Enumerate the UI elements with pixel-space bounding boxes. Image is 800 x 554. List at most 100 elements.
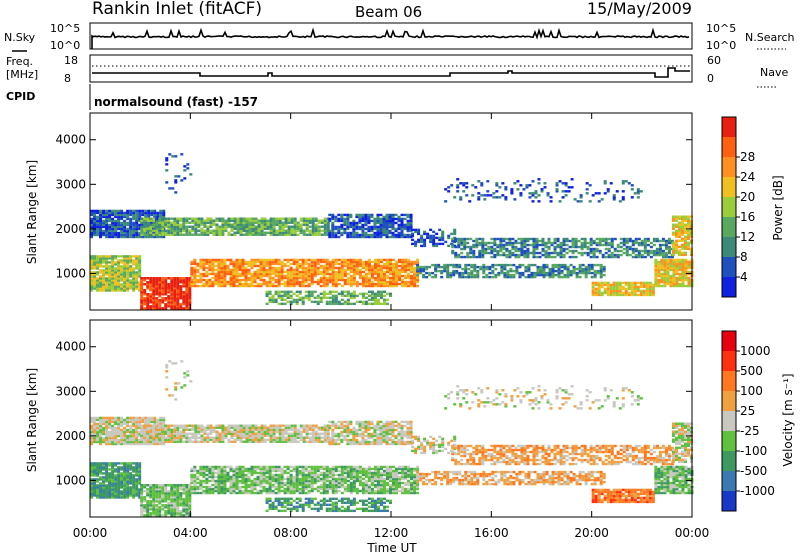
power-cell bbox=[138, 231, 142, 235]
velocity-cell bbox=[290, 440, 294, 443]
power-cell bbox=[108, 227, 112, 231]
velocity-cell bbox=[164, 428, 168, 431]
power-cell bbox=[147, 231, 151, 235]
power-cell bbox=[183, 169, 187, 172]
power-cell bbox=[149, 229, 153, 232]
power-cell bbox=[438, 242, 442, 246]
power-cell bbox=[322, 260, 326, 264]
power-cell bbox=[129, 217, 133, 221]
power-cell bbox=[382, 284, 386, 288]
power-cell bbox=[262, 278, 266, 282]
power-cell bbox=[188, 299, 192, 302]
power-cell bbox=[531, 200, 535, 203]
power-cell bbox=[671, 251, 675, 255]
nsearch-tick-bottom: 10^0 bbox=[706, 39, 736, 52]
power-cell bbox=[542, 275, 546, 279]
power-cell bbox=[174, 181, 178, 184]
power-cell bbox=[553, 241, 557, 245]
power-cell bbox=[230, 227, 234, 230]
velocity-cell bbox=[281, 430, 285, 433]
power-cell bbox=[457, 241, 461, 245]
power-cell bbox=[99, 209, 103, 213]
power-cell bbox=[162, 213, 166, 217]
power-cell bbox=[519, 184, 523, 187]
power-cell bbox=[269, 231, 273, 234]
power-cell bbox=[224, 227, 228, 230]
power-cell bbox=[457, 237, 461, 241]
power-cell bbox=[114, 273, 118, 276]
power-cell bbox=[232, 278, 236, 282]
power-cell bbox=[343, 282, 347, 286]
power-cell bbox=[532, 255, 536, 259]
power-cell bbox=[256, 270, 260, 274]
power-cell bbox=[361, 223, 365, 227]
velocity-cell bbox=[254, 438, 258, 441]
power-cell bbox=[114, 289, 118, 292]
power-cell bbox=[491, 263, 495, 267]
power-cell bbox=[123, 219, 127, 223]
velocity-cell bbox=[96, 430, 100, 434]
power-cell bbox=[680, 227, 684, 230]
power-cell bbox=[401, 268, 405, 272]
power-cell bbox=[606, 283, 610, 287]
velocity-cell bbox=[236, 434, 240, 437]
power-cell bbox=[446, 265, 450, 269]
power-cell bbox=[322, 268, 326, 272]
power-cell bbox=[548, 275, 552, 279]
power-cell bbox=[220, 280, 224, 284]
power-cell bbox=[143, 221, 147, 224]
power-cell bbox=[289, 272, 293, 276]
velocity-cell bbox=[147, 416, 151, 420]
power-cell bbox=[331, 213, 335, 217]
power-cell bbox=[612, 285, 616, 289]
velocity-cell bbox=[105, 428, 109, 432]
power-cell bbox=[624, 291, 628, 295]
power-cell bbox=[547, 245, 551, 249]
power-cell bbox=[316, 294, 320, 298]
power-cell bbox=[407, 260, 411, 264]
power-cell bbox=[680, 251, 684, 255]
power-cell bbox=[174, 155, 178, 158]
power-cell bbox=[666, 260, 670, 264]
power-cell bbox=[560, 265, 564, 269]
power-cell bbox=[392, 264, 396, 268]
velocity-cell bbox=[93, 426, 97, 430]
velocity-cell bbox=[251, 424, 255, 427]
power-cell bbox=[129, 221, 133, 225]
power-cell bbox=[164, 293, 168, 296]
power-cell bbox=[269, 225, 273, 228]
power-cell bbox=[373, 284, 377, 288]
power-cell bbox=[334, 270, 338, 274]
velocity-cell bbox=[176, 438, 180, 441]
power-cell bbox=[669, 258, 673, 262]
power-cell bbox=[135, 227, 139, 231]
power-cell bbox=[586, 247, 590, 251]
velocity-cell bbox=[299, 434, 303, 437]
power-cell bbox=[671, 219, 675, 222]
power-cell bbox=[202, 266, 206, 270]
power-cell bbox=[652, 237, 656, 241]
power-cell bbox=[129, 285, 133, 288]
power-cell bbox=[331, 300, 335, 304]
power-cell bbox=[149, 295, 153, 298]
power-cell bbox=[482, 275, 486, 279]
power-cell bbox=[432, 240, 436, 244]
power-cell bbox=[578, 265, 582, 269]
power-cell bbox=[293, 227, 297, 230]
power-cell bbox=[140, 281, 144, 284]
power-cell bbox=[604, 251, 608, 255]
power-cell bbox=[183, 177, 187, 180]
power-cell bbox=[161, 217, 165, 220]
velocity-cell bbox=[120, 434, 124, 438]
power-cell bbox=[520, 241, 524, 245]
power-cell bbox=[221, 221, 225, 224]
power-cell bbox=[257, 231, 261, 234]
power-cell bbox=[382, 270, 386, 274]
power-cell bbox=[205, 258, 209, 262]
velocity-cell bbox=[323, 440, 327, 443]
power-cell bbox=[547, 241, 551, 245]
power-cell bbox=[123, 211, 127, 215]
velocity-cell bbox=[281, 432, 285, 435]
power-cell bbox=[236, 219, 240, 222]
